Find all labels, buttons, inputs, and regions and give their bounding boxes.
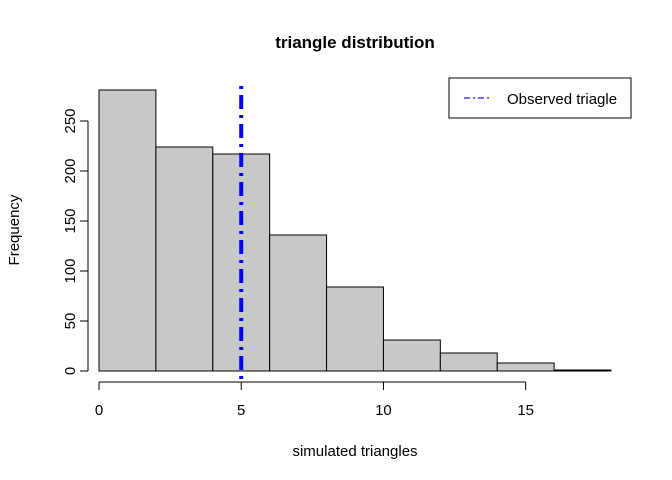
legend: Observed triagle bbox=[448, 77, 632, 119]
y-axis-label: Frequency bbox=[6, 194, 23, 265]
x-tick-label-3: 15 bbox=[517, 402, 534, 419]
bar-7 bbox=[496, 362, 555, 372]
x-axis-label: simulated triangles bbox=[292, 443, 417, 460]
x-tick-label-0: 0 bbox=[95, 402, 103, 419]
bar-0 bbox=[98, 89, 157, 372]
y-tick-label-2: 100 bbox=[62, 258, 79, 283]
y-tick-label-0: 0 bbox=[62, 367, 79, 375]
bars-group bbox=[98, 89, 612, 372]
x-tick-label-2: 10 bbox=[375, 402, 392, 419]
bar-1 bbox=[155, 146, 214, 372]
x-axis: 0 5 10 15 bbox=[95, 381, 534, 419]
y-tick-label-5: 250 bbox=[62, 108, 79, 133]
legend-label: Observed triagle bbox=[507, 91, 617, 108]
bar-3 bbox=[269, 234, 328, 372]
chart-title: triangle distribution bbox=[275, 33, 435, 52]
x-tick-label-1: 5 bbox=[237, 402, 245, 419]
y-tick-label-4: 200 bbox=[62, 158, 79, 183]
bar-5 bbox=[382, 339, 441, 372]
y-tick-label-1: 50 bbox=[62, 313, 79, 330]
y-tick-label-3: 150 bbox=[62, 208, 79, 233]
bar-8 bbox=[553, 369, 612, 372]
bar-6 bbox=[439, 352, 498, 372]
y-axis: 0 50 100 150 200 250 bbox=[62, 108, 89, 375]
bar-4 bbox=[326, 286, 384, 372]
